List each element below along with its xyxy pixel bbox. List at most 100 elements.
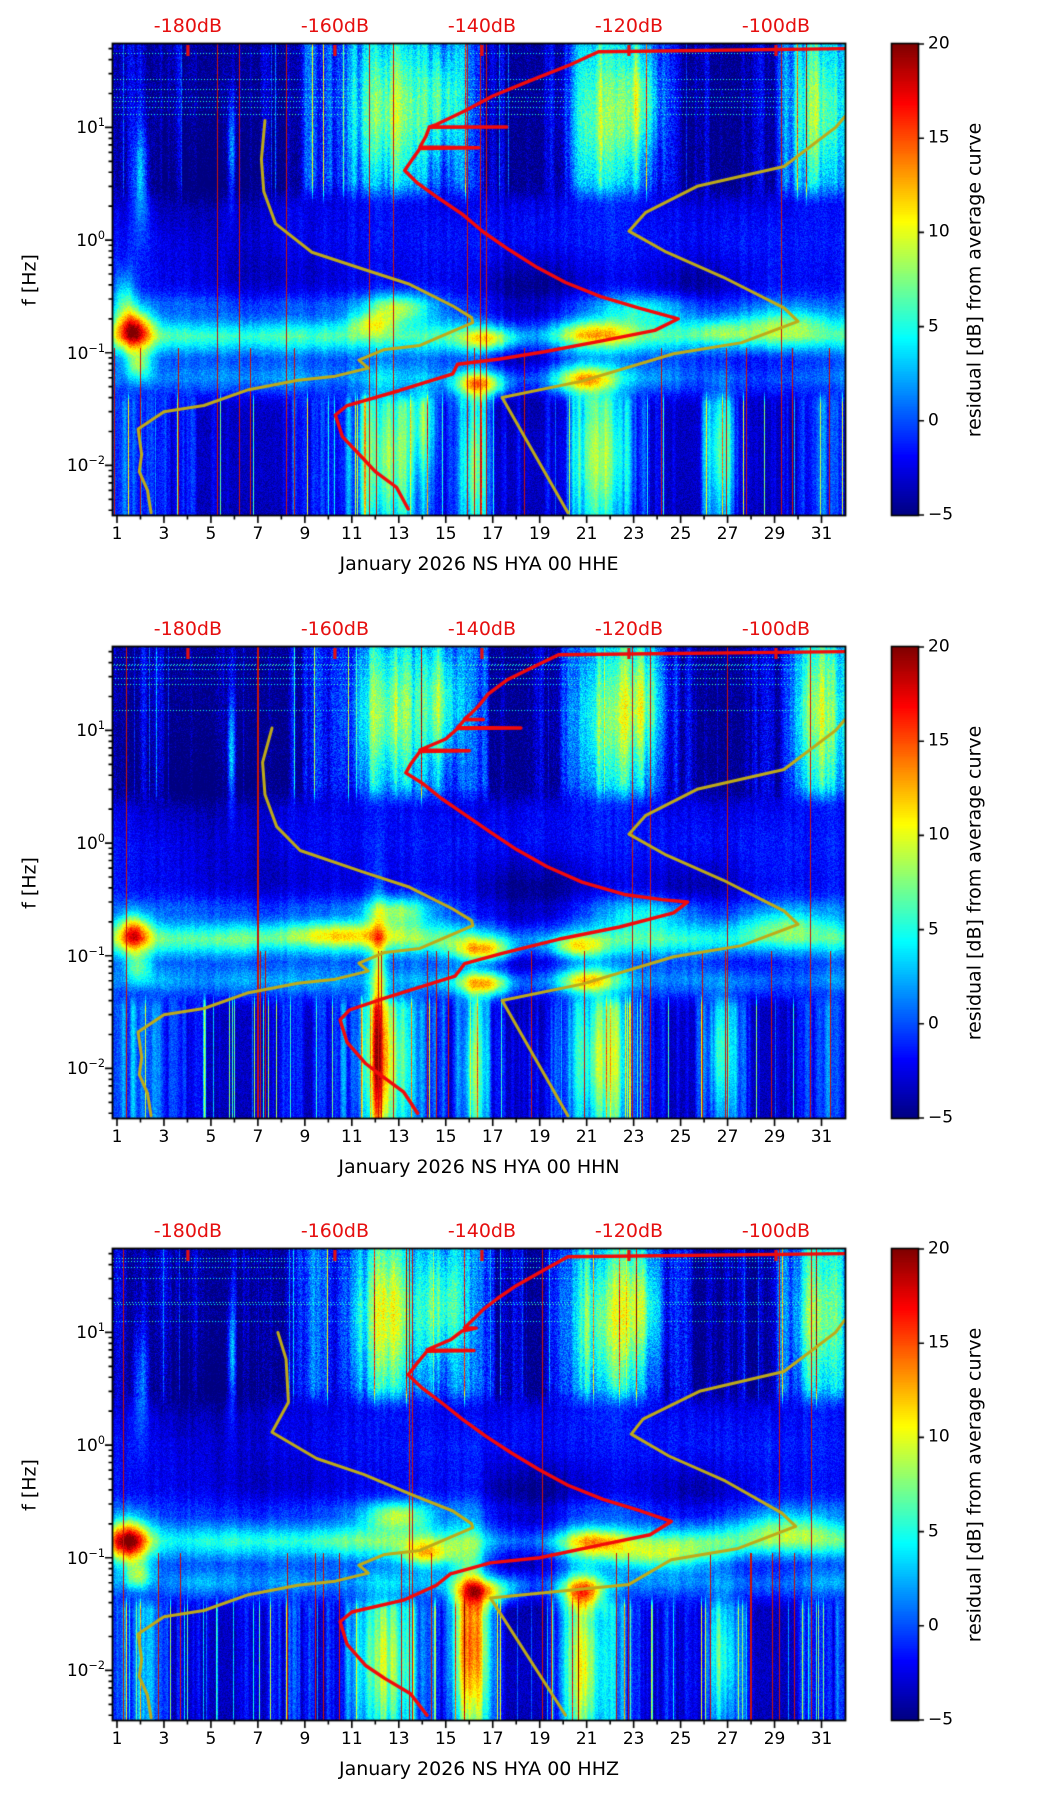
x-axis-tick-label: 13 [387,1127,410,1147]
top-axis-tick-label: -180dB [153,1220,223,1242]
x-axis-tick-label: 5 [205,1127,217,1147]
x-axis-tick-label: 31 [810,524,833,544]
x-axis-tick-label: 9 [299,1127,311,1147]
y-axis-tick-label: 101 [76,116,105,139]
top-axis-tick-label: -160dB [300,618,370,640]
colorbar-tick-label: 15 [928,127,950,148]
x-axis-tick-label: 23 [622,1127,645,1147]
colorbar-tick-label: 5 [928,1521,939,1542]
top-axis-tick-label: -160dB [300,15,370,37]
colorbar-tick-label: 5 [928,316,939,337]
colorbar-tick-label: 15 [928,1332,950,1353]
x-axis-tick-label: 21 [575,1729,598,1749]
x-axis-tick-label: 23 [622,1729,645,1749]
x-axis-title: January 2026 NS HYA 00 HHE [339,553,619,575]
x-axis-tick-label: 1 [111,1729,123,1749]
x-axis-tick-label: 11 [341,1127,363,1147]
y-axis-tick-label: 100 [76,229,105,251]
colorbar-tick-label: 20 [928,636,950,657]
x-axis-tick-label: 25 [669,1729,692,1749]
x-axis-tick-label: 29 [763,1127,786,1147]
x-axis-tick-label: 5 [205,1729,217,1749]
x-axis-tick-label: 15 [434,524,457,544]
colorbar-tick-label: 10 [928,221,950,242]
x-axis-title: January 2026 NS HYA 00 HHN [338,1156,620,1178]
x-axis-tick-label: 21 [575,1127,598,1147]
top-axis-tick-label: -120dB [594,1220,664,1242]
x-axis-tick-label: 15 [434,1127,457,1147]
x-axis-tick-label: 9 [299,1729,311,1749]
colorbar-tick-label: 10 [928,824,950,845]
x-axis-tick-label: 17 [481,1729,504,1749]
y-axis-tick-label: 10−1 [66,944,105,967]
colorbar-title: residual [dB] from average curve [963,122,986,437]
colorbar-tick-label: −5 [928,1107,954,1128]
top-axis-tick-label: -120dB [594,618,664,640]
top-axis-tick-label: -100dB [741,15,811,37]
x-axis-tick-label: 5 [205,524,217,544]
x-axis-tick-label: 11 [341,524,363,544]
x-axis-tick-label: 3 [158,1729,170,1749]
x-axis-tick-label: 9 [299,524,311,544]
colorbar-tick-label: 0 [928,1013,939,1034]
x-axis-tick-label: 23 [622,524,645,544]
colorbar-tick-label: 20 [928,33,950,54]
x-axis-tick-label: 7 [252,524,264,544]
x-axis-tick-label: 17 [481,524,504,544]
x-axis-tick-label: 15 [434,1729,457,1749]
y-axis-title: f [Hz] [18,253,41,306]
colorbar-tick-label: −5 [928,1709,954,1730]
y-axis-tick-label: 101 [76,719,105,742]
top-axis-tick-label: -180dB [153,15,223,37]
y-axis-tick-label: 10−1 [66,341,105,364]
x-axis-tick-label: 19 [528,1127,551,1147]
y-axis-tick-label: 100 [76,832,105,854]
top-axis-tick-label: -160dB [300,1220,370,1242]
colorbar-title: residual [dB] from average curve [963,725,986,1040]
colorbar-tick-label: 0 [928,410,939,431]
x-axis-tick-label: 31 [810,1127,833,1147]
top-axis-tick-label: -140dB [447,1220,517,1242]
x-axis-tick-label: 29 [763,1729,786,1749]
colorbar-tick-label: 15 [928,730,950,751]
y-axis-tick-label: 10−2 [66,1057,105,1080]
x-axis-tick-label: 25 [669,1127,692,1147]
colorbar-tick-label: 20 [928,1238,950,1259]
x-axis-tick-label: 13 [387,1729,410,1749]
colorbar-title: residual [dB] from average curve [963,1327,986,1642]
top-axis-tick-label: -180dB [153,618,223,640]
top-axis-tick-label: -140dB [447,15,517,37]
x-axis-tick-label: 19 [528,1729,551,1749]
y-axis-tick-label: 10−1 [66,1546,105,1569]
x-axis-tick-label: 7 [252,1729,264,1749]
y-axis-tick-label: 10−2 [66,454,105,477]
colorbar-tick-label: 10 [928,1426,950,1447]
x-axis-tick-label: 21 [575,524,598,544]
x-axis-tick-label: 27 [716,1127,739,1147]
x-axis-tick-label: 1 [111,1127,123,1147]
x-axis-tick-label: 17 [481,1127,504,1147]
x-axis-tick-label: 1 [111,524,123,544]
x-axis-tick-label: 11 [341,1729,363,1749]
y-axis-tick-label: 10−2 [66,1659,105,1682]
x-axis-tick-label: 13 [387,524,410,544]
colorbar-tick-label: 5 [928,919,939,940]
x-axis-tick-label: 19 [528,524,551,544]
x-axis-tick-label: 31 [810,1729,833,1749]
x-axis-tick-label: 25 [669,524,692,544]
x-axis-title: January 2026 NS HYA 00 HHZ [338,1758,620,1780]
y-axis-title: f [Hz] [18,856,41,909]
x-axis-tick-label: 27 [716,1729,739,1749]
x-axis-tick-label: 7 [252,1127,264,1147]
top-axis-tick-label: -120dB [594,15,664,37]
y-axis-tick-label: 100 [76,1434,105,1456]
x-axis-tick-label: 3 [158,524,170,544]
top-axis-tick-label: -100dB [741,618,811,640]
colorbar-tick-label: 0 [928,1615,939,1636]
x-axis-tick-label: 29 [763,524,786,544]
colorbar-tick-label: −5 [928,504,954,525]
x-axis-tick-label: 27 [716,524,739,544]
top-axis-tick-label: -100dB [741,1220,811,1242]
